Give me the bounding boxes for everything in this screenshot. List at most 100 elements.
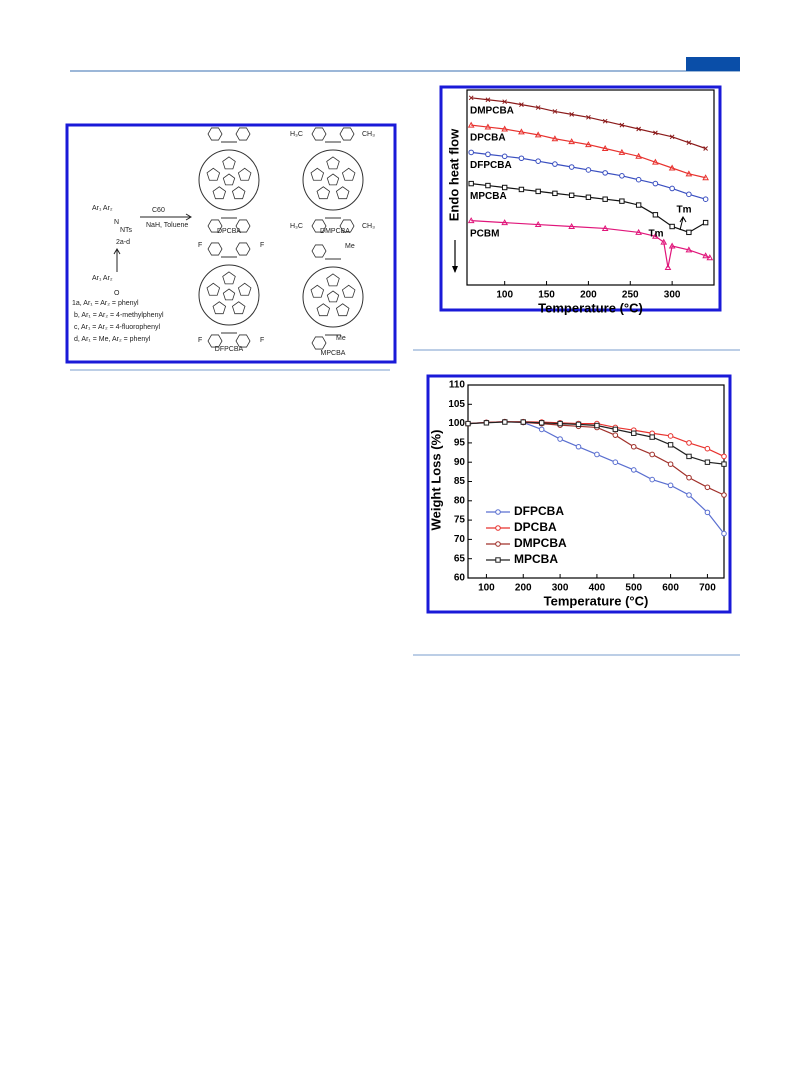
x-tick-label: 500 [625,583,642,594]
fullerene-ring [326,273,340,287]
data-point [552,190,558,197]
data-point [594,451,600,458]
substituent: Me [336,335,346,342]
data-point [652,232,659,239]
data-point [534,131,542,138]
reagent: NaH, Toluene [146,222,188,229]
fullerene [302,266,364,328]
y-axis-label: Weight Loss (%) [428,430,443,531]
data-point [669,134,675,140]
data-point [635,228,642,235]
series-line [471,220,711,268]
x-tick-label: 600 [662,583,679,594]
data-point [601,144,609,151]
data-point [635,152,642,159]
fullerene-ring [212,301,227,315]
data-point [649,451,655,458]
fullerene-ring [335,186,350,200]
data-point [635,202,642,208]
arrow-head [113,248,121,255]
fullerene-ring [341,284,356,298]
data-point [667,482,674,489]
fullerene-ring [222,288,236,301]
data-point [602,170,608,176]
data-point [704,484,711,491]
data-point [501,219,509,226]
data-point [568,222,576,229]
legend-marker [495,557,501,563]
data-point [649,434,655,440]
legend-line: d, Ar₁ = Me, Ar₂ = phenyl [74,336,151,343]
series-label: DFPCBA [470,160,512,171]
legend-marker [495,541,501,547]
data-point [667,442,674,448]
data-point [630,467,637,473]
data-point [649,476,655,483]
data-point [602,118,608,124]
data-point [518,155,525,162]
data-point [484,123,492,130]
axis-arrow-head [452,266,458,273]
series-label: DPCBA [470,133,506,144]
substituent: H₃C [290,131,303,138]
x-tick-label: 200 [515,583,532,594]
fullerene-ring [231,186,246,200]
data-point [635,176,642,183]
fullerene-ring [212,186,227,200]
data-point [686,140,692,146]
series-line [471,124,706,179]
data-point [485,182,491,189]
fullerene-ring [335,303,350,317]
product-label: DMPCBA [320,228,350,235]
product-label: DFPCBA [215,346,244,353]
fullerene-ring [237,282,252,296]
phenyl-ring [311,127,327,141]
arrow-head [185,213,192,221]
data-point [551,135,559,142]
data-point [612,459,619,466]
legend-line: b, Ar₁ = Ar₂ = 4-methylphenyl [74,312,164,319]
data-point [721,461,727,467]
data-point [518,186,525,193]
annotation: Tm [677,205,692,216]
fullerene-ring [206,282,221,296]
data-point [501,184,508,191]
scheme-frame [65,123,397,364]
data-point [669,223,675,230]
phenyl-ring [235,219,251,233]
phenyl-ring [311,219,327,233]
data-point [660,238,668,245]
data-point [585,194,592,200]
data-point [575,443,582,450]
y-tick-label: 60 [454,573,466,584]
x-axis-label: Temperature (°C) [544,593,649,608]
compound: 2a-d [116,239,130,246]
fullerene [302,149,364,211]
phenyl-ring [207,334,223,348]
legend-line: 1a, Ar₁ = Ar₂ = phenyl [72,300,139,307]
data-point [686,453,692,460]
data-point [535,188,541,195]
phenyl-ring [339,127,355,141]
x-tick-label: 700 [699,583,716,594]
data-point [667,433,674,439]
data-point [702,252,709,259]
chart-frame [426,374,732,614]
data-point [668,164,676,171]
fullerene [198,149,260,211]
legend-marker [495,525,501,531]
product-label: MPCBA [321,350,346,357]
data-point [619,173,625,179]
product-label: DPCBA [217,228,241,235]
y-tick-label: 80 [454,495,466,506]
reagent: C60 [152,207,165,214]
data-point [669,185,675,192]
data-point [706,254,714,261]
atom: NTs [120,227,133,234]
data-point [534,221,542,228]
data-point [535,105,541,110]
substituent: CH₃ [362,131,375,138]
annotation: Tm [649,229,664,240]
fullerene-ring [341,167,356,181]
